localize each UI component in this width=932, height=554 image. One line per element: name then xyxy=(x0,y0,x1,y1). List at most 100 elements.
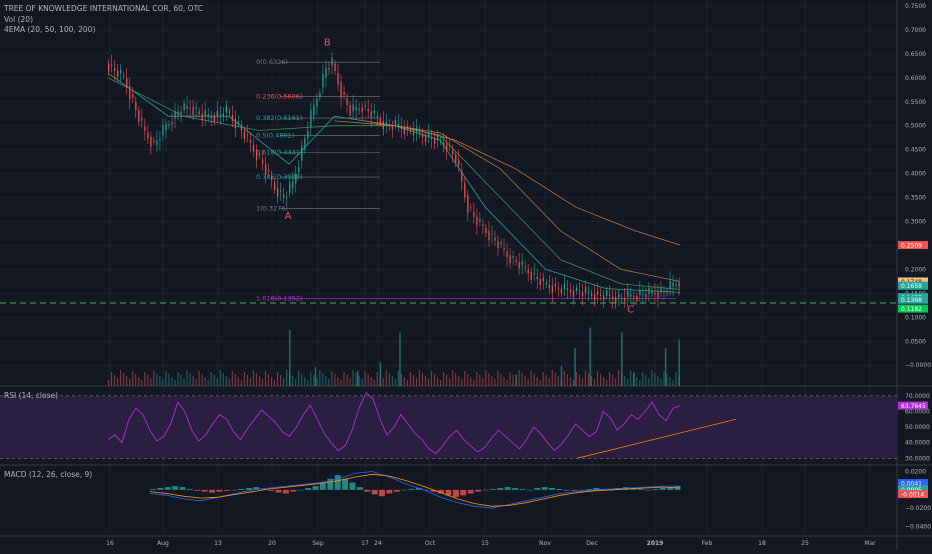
candle-body xyxy=(355,107,357,111)
volume-bar xyxy=(361,379,363,386)
candle-body xyxy=(603,295,605,300)
volume-bar xyxy=(343,372,345,386)
candle-body xyxy=(660,287,662,292)
candle-body xyxy=(587,291,590,293)
candle-body xyxy=(600,294,602,296)
price-tick-label: 0.7000 xyxy=(905,27,926,34)
volume-bar xyxy=(545,375,547,386)
volume-spike xyxy=(314,367,317,386)
macd-histogram-bar xyxy=(268,489,275,491)
candle-body xyxy=(207,114,209,117)
macd-histogram-bar xyxy=(549,488,555,490)
volume-bar xyxy=(569,377,571,386)
candle-body xyxy=(424,135,427,143)
candle-body xyxy=(240,125,243,131)
candle-body xyxy=(554,283,557,287)
x-tick-label: Aug xyxy=(157,540,169,547)
macd-histogram-bar xyxy=(541,487,548,490)
macd-histogram-bar xyxy=(150,488,156,490)
volume-bar xyxy=(479,375,481,386)
macd-histogram-bar xyxy=(327,478,334,490)
macd-tick-label: 0.0200 xyxy=(905,469,926,476)
macd-histogram-bar xyxy=(534,488,541,490)
volume-bar xyxy=(578,375,580,386)
volume-bar xyxy=(642,372,644,386)
candle-body xyxy=(657,292,659,298)
candle-body xyxy=(578,291,581,293)
volume-bar xyxy=(506,380,508,386)
candle-body xyxy=(325,68,327,78)
x-tick-label: Oct xyxy=(425,540,436,547)
candle-body xyxy=(530,271,532,280)
price-badge xyxy=(898,241,928,250)
x-tick-label: 2019 xyxy=(647,540,664,547)
volume-bar xyxy=(627,379,629,386)
volume-bar xyxy=(488,373,490,386)
candle-body xyxy=(150,136,152,147)
volume-bar xyxy=(234,374,236,386)
fib-level-label: 0.382(0.5161) xyxy=(256,114,302,122)
volume-spike xyxy=(678,339,680,386)
price-tick-label: 0.7500 xyxy=(905,3,926,10)
volume-bar xyxy=(497,371,499,386)
volume-bar xyxy=(255,373,258,386)
macd-histogram-bar xyxy=(563,489,570,491)
candle-body xyxy=(427,133,430,137)
price-tick-label: 0.2000 xyxy=(905,266,926,273)
candle-body xyxy=(458,159,460,166)
volume-bar xyxy=(446,375,448,386)
macd-histogram-bar xyxy=(401,489,408,491)
macd-histogram-bar xyxy=(512,488,518,490)
candle-body xyxy=(593,293,596,301)
volume-bar xyxy=(500,374,502,386)
volume-bar xyxy=(316,378,318,386)
volume-bar xyxy=(322,373,324,386)
volume-bar xyxy=(228,379,230,386)
candle-body xyxy=(675,284,677,286)
candle-body xyxy=(183,103,185,111)
candle-body xyxy=(624,297,626,302)
rsi-tick-label: 40.0000 xyxy=(905,440,930,447)
volume-spike xyxy=(515,374,517,386)
candle-body xyxy=(162,124,164,136)
macd-histogram-bar xyxy=(475,489,482,492)
candle-body xyxy=(340,82,342,98)
candle-body xyxy=(385,121,387,124)
candle-body xyxy=(370,111,372,118)
candle-body xyxy=(135,101,137,110)
candle-body xyxy=(618,294,620,298)
macd-legend: MACD (12, 26, close, 9) xyxy=(4,470,93,479)
candle-body xyxy=(367,108,369,112)
candle-body xyxy=(590,293,593,296)
volume-bar xyxy=(663,371,665,386)
macd-histogram-bar xyxy=(460,489,467,496)
volume-bar xyxy=(533,374,535,386)
volume-bar xyxy=(370,377,372,386)
volume-bar xyxy=(418,370,421,386)
candle-body xyxy=(545,282,547,284)
volume-bar xyxy=(437,377,439,386)
macd-histogram-bar xyxy=(504,487,511,490)
candle-body xyxy=(180,111,182,115)
volume-bar xyxy=(159,376,161,386)
volume-bar xyxy=(132,371,134,386)
candle-body xyxy=(153,140,155,142)
volume-bar xyxy=(150,378,152,386)
price-badge-text: 0.2509 xyxy=(901,242,922,249)
volume-bar xyxy=(295,379,297,386)
macd-histogram-bar xyxy=(519,488,526,490)
candle-body xyxy=(515,259,517,263)
macd-histogram-bar xyxy=(319,482,326,490)
candle-body xyxy=(129,85,131,100)
volume-bar xyxy=(243,372,245,386)
candle-body xyxy=(210,116,212,119)
candle-body xyxy=(500,242,502,245)
macd-histogram-bar xyxy=(364,489,371,492)
volume-bar xyxy=(672,380,674,386)
candle-body xyxy=(213,116,215,122)
volume-bar xyxy=(461,379,463,386)
candle-body xyxy=(310,110,312,128)
candle-body xyxy=(678,282,680,288)
